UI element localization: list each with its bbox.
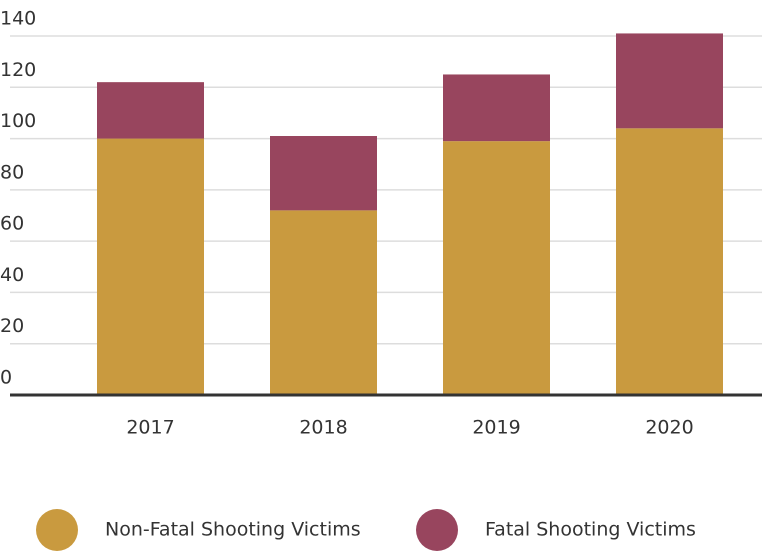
bar-segment: [270, 210, 377, 395]
y-tick-label: 100: [0, 110, 36, 132]
x-tick-label: 2020: [645, 417, 693, 439]
legend-swatch: [416, 509, 458, 551]
y-tick-label: 20: [0, 315, 24, 337]
bar-segment: [616, 33, 723, 129]
bar-segment: [97, 82, 204, 139]
y-tick-label: 40: [0, 264, 24, 286]
legend-label: Fatal Shooting Victims: [485, 519, 696, 541]
y-tick-label: 140: [0, 8, 36, 30]
x-tick-label: 2017: [126, 417, 174, 439]
y-tick-label: 60: [0, 213, 24, 235]
x-tick-label: 2019: [472, 417, 520, 439]
bar-segment: [443, 74, 550, 142]
x-tick-label: 2018: [299, 417, 347, 439]
y-tick-label: 80: [0, 161, 24, 183]
bar-segment: [443, 141, 550, 395]
bar-segment: [270, 136, 377, 211]
y-tick-label: 0: [0, 367, 12, 389]
bar-segment: [97, 138, 204, 396]
legend-swatch: [36, 509, 78, 551]
bar-segment: [616, 128, 723, 396]
legend-label: Non-Fatal Shooting Victims: [105, 519, 361, 541]
y-tick-label: 120: [0, 59, 36, 81]
